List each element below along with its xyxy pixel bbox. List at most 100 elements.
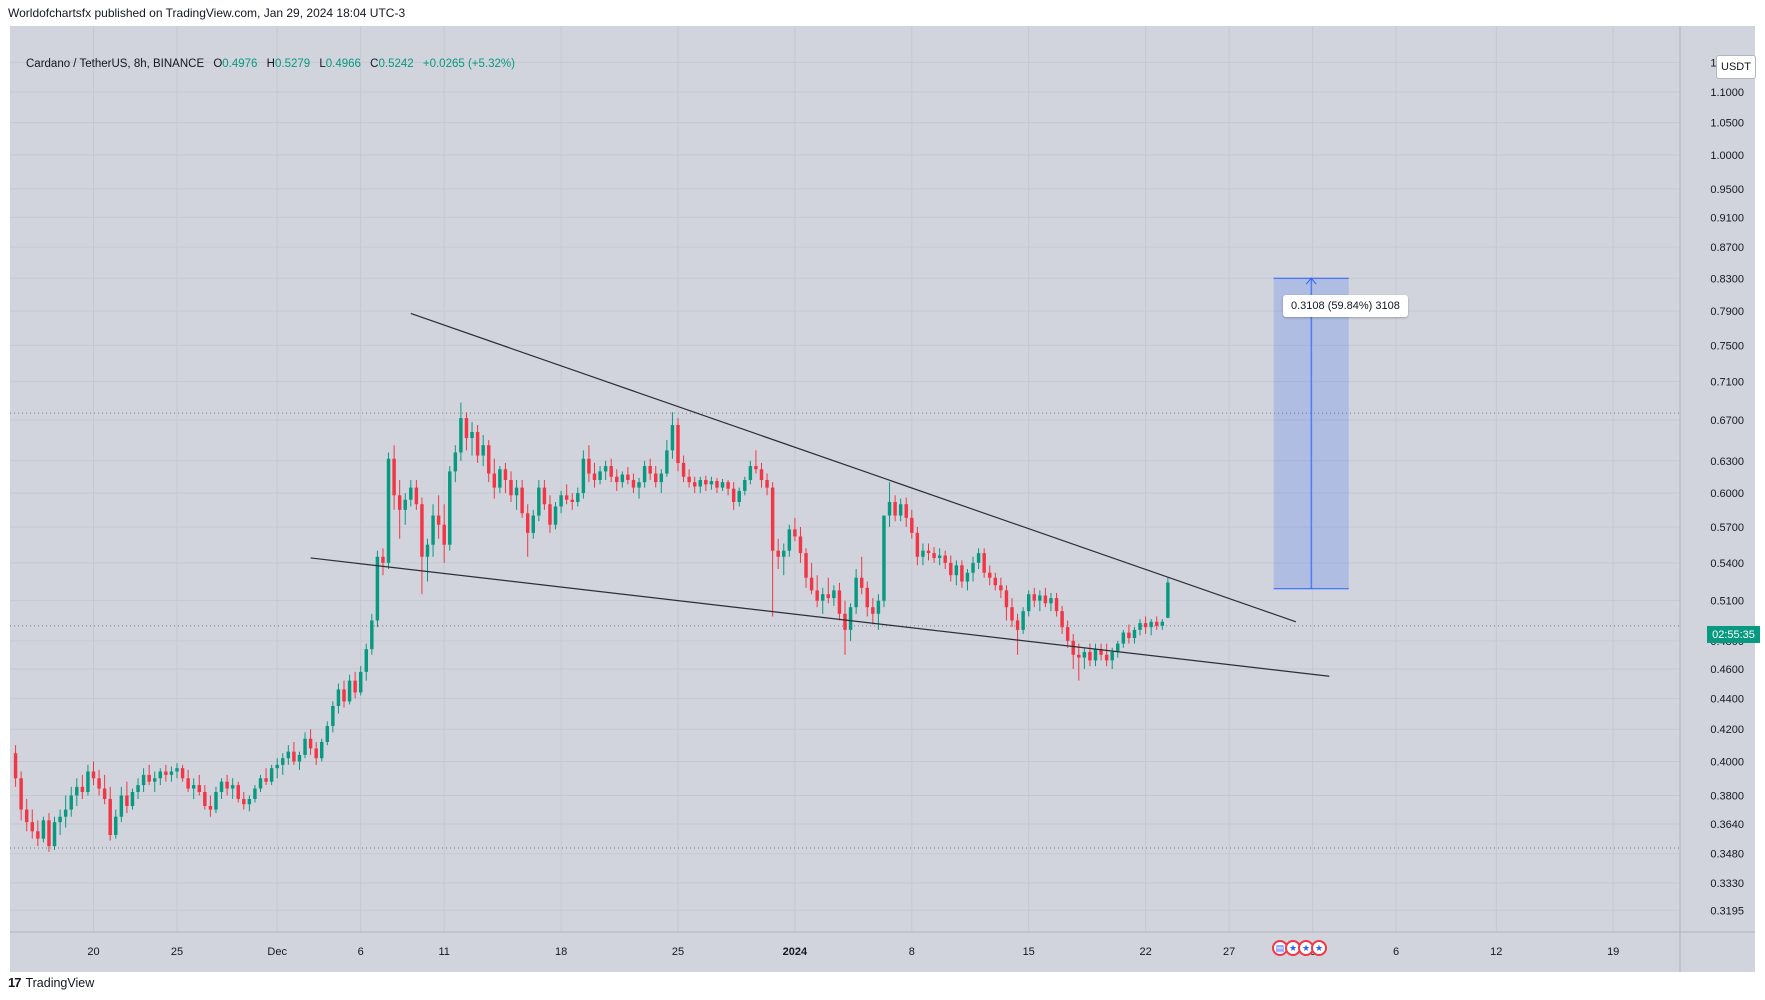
candle-body <box>164 771 168 775</box>
candle-body <box>731 488 736 502</box>
candle-body <box>353 680 357 693</box>
candle-body <box>97 778 101 789</box>
candle-body <box>537 487 541 516</box>
candle-body <box>397 495 402 510</box>
candle-body <box>531 515 535 533</box>
candle-body <box>609 466 613 477</box>
time-tick-label: 19 <box>1607 946 1619 958</box>
candle-body <box>403 499 407 510</box>
candle-body <box>269 768 274 782</box>
candle-body <box>826 594 831 599</box>
candle-body <box>1060 611 1064 628</box>
tradingview-logo[interactable]: 17 TradingView <box>8 975 94 990</box>
high-value: 0.5279 <box>274 58 311 70</box>
candle-body <box>208 806 213 810</box>
candle-body <box>225 781 229 789</box>
candle-body <box>1021 611 1025 630</box>
candle-body <box>993 577 998 586</box>
candle-body <box>704 479 708 485</box>
candle-body <box>1132 629 1137 639</box>
candle-body <box>381 556 385 563</box>
chart-area[interactable]: 1.15001.10001.05001.00000.95000.91000.87… <box>10 26 1760 972</box>
candle-body <box>342 689 346 702</box>
candle-body <box>258 778 263 789</box>
candle-body <box>347 680 352 702</box>
open-value: 0.4976 <box>222 58 258 70</box>
candle-body <box>431 515 435 545</box>
candle-body <box>30 822 34 832</box>
economic-events[interactable]: ▤ ★ ★ ★ <box>1272 940 1327 956</box>
candle-body <box>436 515 441 525</box>
candlestick-chart[interactable]: 1.15001.10001.05001.00000.95000.91000.87… <box>10 26 1755 972</box>
candle-body <box>448 471 452 545</box>
price-tick-label: 0.7100 <box>1710 377 1744 389</box>
trendline <box>310 557 1330 677</box>
time-tick-label: 2024 <box>783 946 808 958</box>
candle-body <box>765 479 769 488</box>
candle-body <box>921 550 925 557</box>
candle-body <box>553 506 558 525</box>
candle-body <box>47 820 51 847</box>
candle-body <box>631 479 636 488</box>
candle-body <box>414 487 419 505</box>
open-label: O <box>213 58 223 70</box>
candle-body <box>169 771 174 775</box>
candle-body <box>743 479 747 491</box>
trendline <box>410 312 1297 623</box>
candle-body <box>481 445 485 456</box>
candle-body <box>910 517 914 533</box>
low-value: 0.4966 <box>325 58 361 70</box>
candle-body <box>325 726 330 742</box>
candle-body <box>320 741 324 759</box>
candle-body <box>453 452 458 472</box>
candle-body <box>637 482 641 488</box>
time-tick-label: 25 <box>672 946 684 958</box>
candle-body <box>782 550 786 557</box>
candle-body <box>1004 590 1009 608</box>
candle-body <box>1038 595 1042 601</box>
candle-body <box>498 469 502 488</box>
candle-body <box>108 798 112 835</box>
candle-body <box>41 820 46 839</box>
candle-body <box>375 556 380 621</box>
us-flag-icon[interactable]: ★ <box>1311 940 1327 956</box>
candle-body <box>570 499 574 502</box>
candle-body <box>871 607 875 614</box>
candle-body <box>821 594 825 601</box>
candle-body <box>464 418 469 439</box>
candle-body <box>386 458 391 563</box>
time-tick-label: 27 <box>1223 946 1235 958</box>
candle-body <box>1043 595 1048 604</box>
candle-body <box>242 798 246 805</box>
candle-body <box>832 590 836 599</box>
candle-body <box>654 473 658 483</box>
candle-body <box>776 550 780 557</box>
currency-button[interactable]: USDT <box>1716 55 1756 79</box>
candle-body <box>125 795 129 807</box>
candle-body <box>971 562 975 573</box>
candle-body <box>297 754 302 762</box>
candle-body <box>882 515 886 601</box>
candle-body <box>80 786 85 792</box>
candle-body <box>219 781 224 792</box>
candle-body <box>1026 594 1031 612</box>
candle-body <box>52 822 57 847</box>
candle-body <box>1149 621 1153 628</box>
measure-tool-label[interactable]: 0.3108 (59.84%) 3108 <box>1283 295 1408 317</box>
time-tick-label: 8 <box>909 946 915 958</box>
candle-body <box>236 785 240 799</box>
candle-body <box>1121 632 1126 644</box>
candle-body <box>1138 623 1142 630</box>
candle-body <box>1077 654 1081 658</box>
us-flag-icon[interactable]: ★ <box>1298 940 1314 956</box>
candle-body <box>726 482 730 489</box>
candle-body <box>119 795 124 817</box>
candle-body <box>1015 620 1020 630</box>
candle-body <box>988 572 992 578</box>
candle-body <box>1049 598 1053 604</box>
candle-body <box>915 532 920 557</box>
candle-body <box>13 753 18 779</box>
candle-body <box>492 473 497 488</box>
candle-body <box>592 473 597 480</box>
candle-body <box>1160 621 1165 626</box>
